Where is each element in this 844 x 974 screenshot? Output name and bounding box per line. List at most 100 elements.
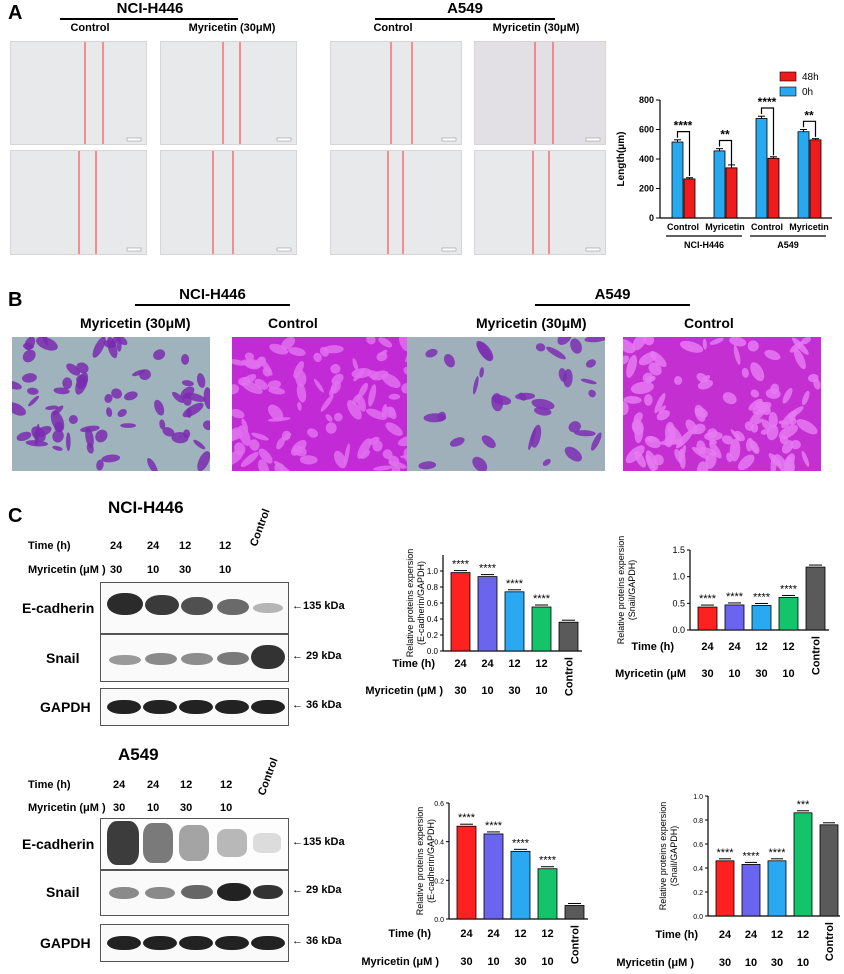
band: [215, 700, 249, 714]
significance-label: **: [720, 127, 730, 141]
stained-cell: [768, 411, 778, 429]
significance-bracket: [760, 107, 775, 156]
stained-cell: [534, 406, 552, 416]
stained-cell: [181, 354, 190, 365]
stained-cell: [730, 429, 741, 442]
x-time-label: 24: [481, 658, 494, 670]
stained-cell: [557, 337, 572, 345]
x-dose-label: 10: [487, 956, 499, 968]
blot1-time-1: 24: [110, 540, 123, 552]
stained-cell: [330, 363, 341, 374]
bar: [767, 860, 787, 917]
x-time-label: 24: [701, 641, 714, 653]
blot1-gapdh-membrane: [100, 688, 289, 726]
x-time-label: 24: [454, 658, 467, 670]
stained-cell: [584, 337, 605, 343]
stained-cell: [85, 427, 94, 448]
stained-cell: [232, 359, 246, 366]
stained-cell: [625, 445, 645, 464]
stained-cell: [66, 363, 81, 376]
stained-cell: [654, 392, 666, 414]
stained-cell: [761, 419, 772, 430]
stained-cell: [320, 394, 334, 412]
bar: [531, 606, 552, 652]
x-time-label: 12: [508, 658, 520, 670]
x-dose-label: 30: [454, 685, 466, 697]
x-control-label: Control: [570, 925, 582, 964]
stained-cell: [360, 450, 371, 459]
bar-48h: [725, 167, 738, 219]
row-label-dose: Myricetin (μM: [615, 668, 686, 680]
bar-48h: [683, 178, 696, 219]
blot2-snail-size: ← 29 kDa: [292, 884, 342, 896]
scratch-image-h446-control-48h: [10, 150, 147, 255]
x-time-label: 24: [719, 929, 732, 941]
stained-cell: [423, 413, 447, 423]
row-label-dose: Myricetin (μM ): [365, 685, 443, 697]
stained-cell: [729, 337, 747, 347]
stained-cell: [443, 354, 455, 368]
stained-cell: [750, 423, 759, 433]
stained-cell: [709, 441, 722, 459]
panel-a-group1-title: NCI-H446: [116, 0, 184, 17]
blot2-time-3: 12: [180, 779, 193, 791]
stained-cell: [733, 345, 741, 365]
stained-cell: [370, 370, 389, 381]
stained-cell: [330, 380, 341, 394]
y-axis-label-unit: (E-cadherin/GAPDH): [416, 561, 426, 645]
bar: [751, 605, 772, 631]
cell-stain: [232, 337, 430, 471]
group-label: A549: [777, 240, 799, 250]
stained-cell: [792, 337, 809, 355]
blot1-snail-size: ← 29 kDa: [292, 650, 342, 662]
x-time-label: 24: [728, 641, 741, 653]
stained-cell: [86, 442, 94, 454]
blot2-time-2: 24: [147, 779, 160, 791]
stained-cell: [172, 391, 184, 403]
significance-label: ****: [506, 578, 524, 590]
cell-stain: [623, 337, 821, 471]
bar: [450, 572, 471, 652]
significance-bracket: [718, 139, 733, 165]
stained-cell: [801, 390, 810, 406]
stained-cell: [580, 378, 597, 385]
stained-cell: [293, 361, 304, 379]
stained-cell: [563, 368, 573, 388]
y-tick-label: 400: [639, 154, 654, 164]
blot1-time-3: 12: [179, 540, 192, 552]
panel-b-letter: B: [8, 289, 23, 311]
panel-b-group2-rule: [535, 304, 690, 306]
stained-cell: [765, 388, 781, 399]
stained-cell: [722, 392, 737, 405]
bar: [558, 621, 579, 652]
y-tick-label: 1.0: [672, 572, 685, 582]
stained-cell: [623, 400, 629, 416]
blot2-title: A549: [118, 745, 159, 764]
stained-cell: [784, 453, 795, 470]
bar: [697, 606, 718, 631]
transwell-image-a549-control: [623, 337, 821, 471]
stained-cell: [95, 429, 108, 443]
stained-cell: [52, 445, 63, 451]
band: [253, 603, 283, 613]
row-label-time: Time (h): [655, 929, 698, 941]
stained-cell: [26, 387, 39, 395]
cell-stain: [12, 337, 210, 471]
bar: [537, 868, 558, 920]
stained-cell: [384, 406, 396, 418]
stained-cell: [267, 404, 284, 421]
stained-cell: [111, 388, 123, 399]
stained-cell: [778, 420, 789, 425]
band: [107, 700, 141, 714]
stained-cell: [779, 435, 789, 445]
x-dose-label: 10: [481, 685, 493, 697]
bar-0h: [671, 141, 684, 219]
bar-48h: [767, 157, 780, 219]
chart-h446-ecadherin: 0.0 0.2 0.4 0.6 0.8 1.0 Relative proteins expe…: [365, 549, 582, 697]
panel-b-group1-rule: [135, 304, 290, 306]
stained-cell: [109, 337, 119, 349]
legend-swatch: [779, 86, 797, 97]
legend-label: 0h: [802, 87, 813, 98]
blot2-control-label: Control: [256, 756, 281, 798]
x-dose-label: 30: [719, 957, 731, 969]
